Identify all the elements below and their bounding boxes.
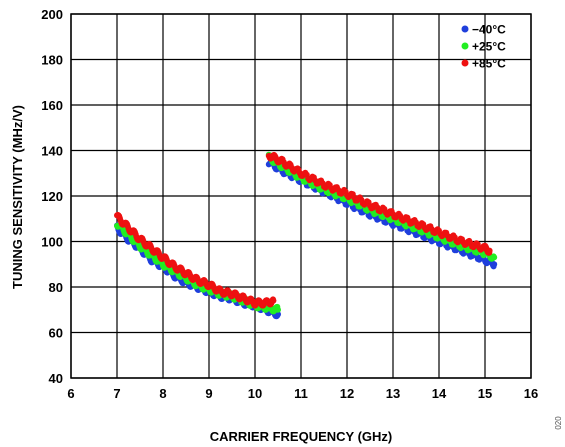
x-tick-label: 7 — [113, 386, 120, 401]
x-axis-title: CARRIER FREQUENCY (GHz) — [210, 429, 393, 444]
x-tick-label: 11 — [294, 386, 308, 401]
legend-label: +85°C — [472, 57, 506, 71]
x-tick-label: 8 — [159, 386, 166, 401]
data-point — [491, 261, 498, 268]
x-tick-label: 12 — [340, 386, 354, 401]
data-point — [486, 247, 493, 254]
y-tick-label: 140 — [41, 144, 63, 159]
figure-number: 020 — [554, 416, 563, 430]
data-point — [270, 297, 277, 304]
x-tick-label: 15 — [478, 386, 492, 401]
y-tick-label: 100 — [41, 235, 63, 250]
legend-marker — [461, 25, 469, 33]
series-2 — [114, 151, 493, 309]
legend-marker — [461, 42, 469, 50]
x-tick-label: 13 — [386, 386, 400, 401]
grid — [70, 13, 532, 379]
x-tick-labels: 6 7 8 9 10 11 12 13 14 15 16 — [67, 386, 538, 401]
x-tick-label: 10 — [248, 386, 262, 401]
y-tick-labels: 40 60 80 100 120 140 160 180 200 — [41, 7, 63, 386]
x-tick-label: 14 — [432, 386, 447, 401]
data-point — [275, 306, 281, 313]
y-tick-label: 120 — [41, 189, 63, 204]
x-tick-label: 6 — [67, 386, 74, 401]
y-axis-title: TUNING SENSITIVITY (MHz/V) — [10, 105, 25, 289]
data-point — [275, 311, 281, 318]
data-point — [491, 254, 498, 261]
y-tick-label: 60 — [49, 326, 63, 341]
x-tick-label: 16 — [524, 386, 538, 401]
x-tick-label: 9 — [205, 386, 212, 401]
y-tick-label: 40 — [49, 371, 63, 386]
legend-label: −40°C — [472, 23, 506, 37]
y-tick-label: 160 — [41, 98, 63, 113]
y-tick-label: 200 — [41, 7, 63, 22]
legend-label: +25°C — [472, 40, 506, 54]
plot-frame — [70, 13, 532, 379]
legend: −40°C +25°C +85°C — [461, 23, 506, 71]
legend-marker — [461, 59, 469, 67]
data-points — [114, 151, 498, 320]
y-tick-label: 80 — [49, 280, 63, 295]
y-tick-label: 180 — [41, 53, 63, 68]
